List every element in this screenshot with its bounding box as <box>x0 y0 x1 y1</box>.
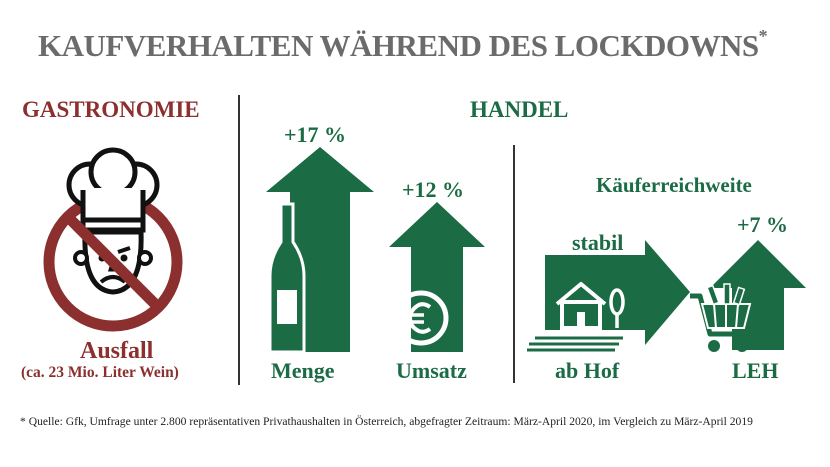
leh-value: +7 % <box>737 212 789 237</box>
gastronomie-label: Ausfall <box>80 338 154 364</box>
title-text: KAUFVERHALTEN WÄHREND DES LOCKDOWNS <box>38 28 759 63</box>
footnote: * Quelle: Gfk, Umfrage unter 2.800 reprä… <box>20 415 753 428</box>
farmhouse-icon <box>527 282 627 352</box>
title-footnote-marker: * <box>758 26 768 46</box>
chef-prohibited-icon <box>43 147 183 332</box>
umsatz-value: +12 % <box>402 177 465 202</box>
umsatz-label: Umsatz <box>396 358 467 383</box>
wine-bottle-icon <box>268 202 306 354</box>
shopping-cart-icon <box>690 283 752 352</box>
gastronomie-heading: GASTRONOMIE <box>22 97 200 122</box>
kaeuferreichweite-heading: Käuferreichweite <box>596 173 752 197</box>
menge-label: Menge <box>271 358 335 383</box>
leh-label: LEH <box>732 358 779 383</box>
menge-value: +17 % <box>284 122 347 147</box>
page-title: KAUFVERHALTEN WÄHREND DES LOCKDOWNS* <box>38 26 768 64</box>
euro-icon <box>393 290 449 346</box>
ab-hof-label: ab Hof <box>555 358 620 383</box>
ab-hof-value: stabil <box>572 230 624 255</box>
gastronomie-sublabel: (ca. 23 Mio. Liter Wein) <box>21 364 179 381</box>
handel-heading: HANDEL <box>470 97 569 122</box>
handel-subdivider <box>513 145 515 383</box>
section-divider <box>238 95 240 385</box>
